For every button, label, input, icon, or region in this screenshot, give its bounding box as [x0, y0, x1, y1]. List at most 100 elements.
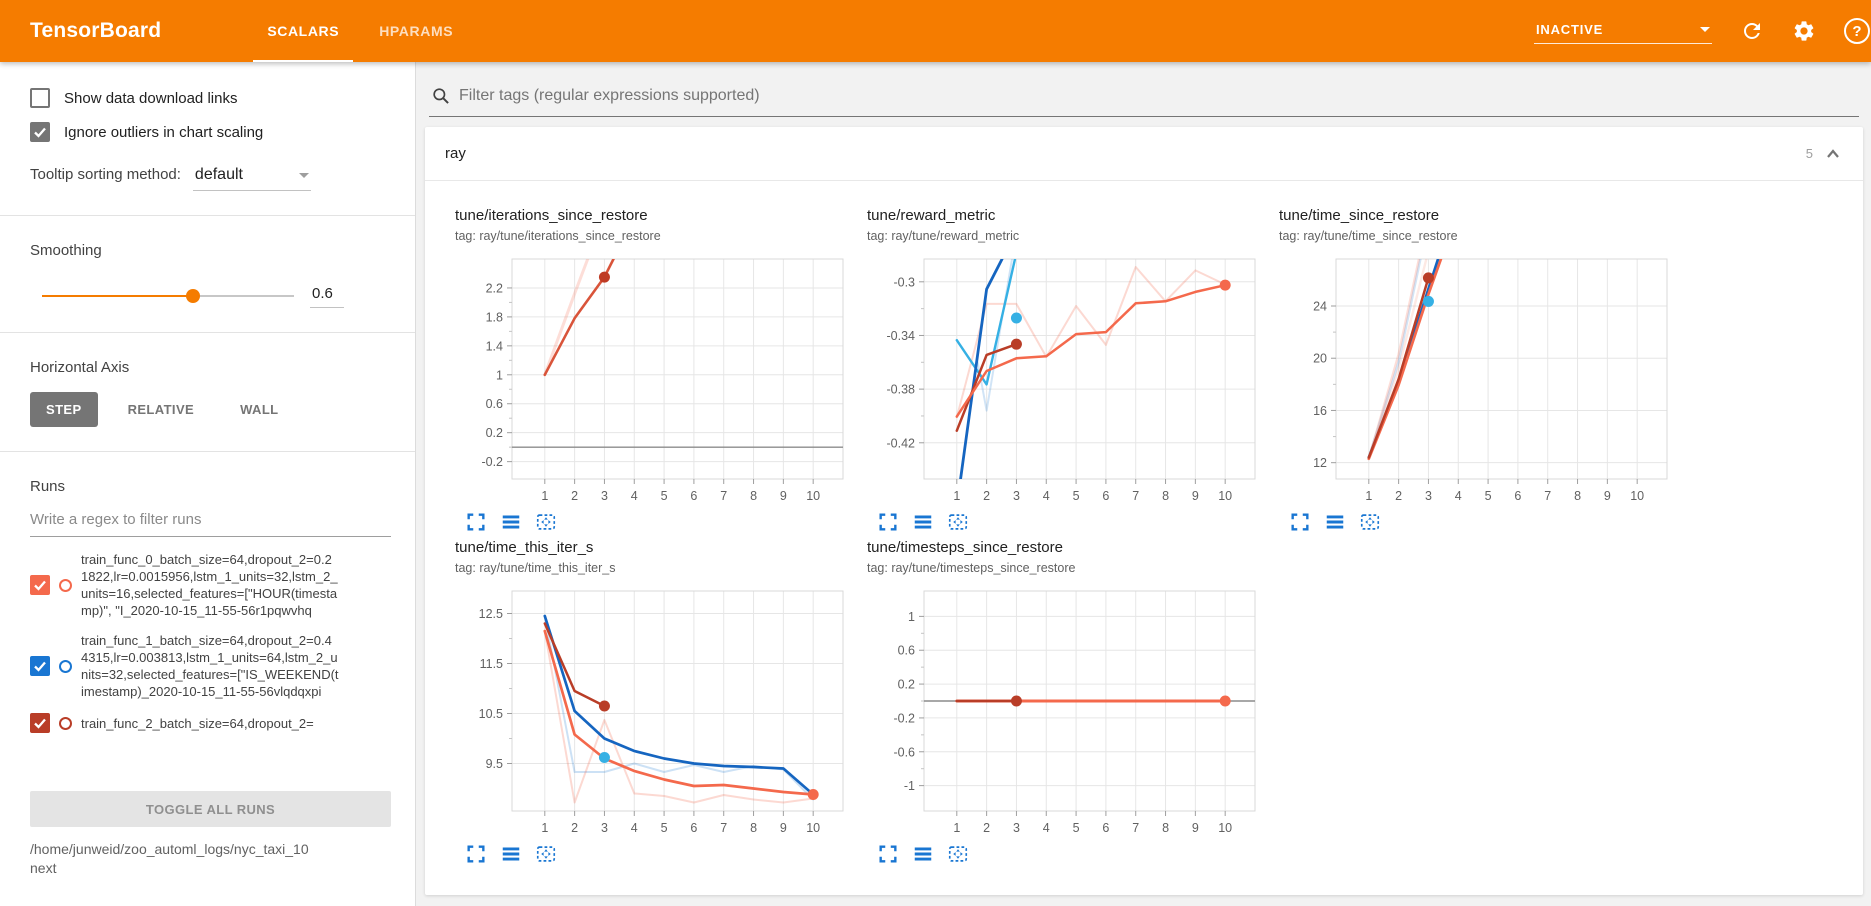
toggle-all-runs-button[interactable]: TOGGLE ALL RUNS	[30, 791, 391, 827]
data-table-icon[interactable]	[912, 511, 934, 533]
svg-text:1.4: 1.4	[486, 339, 503, 353]
tooltip-sorting-dropdown[interactable]: default	[192, 164, 311, 191]
svg-text:-0.3: -0.3	[893, 275, 915, 289]
run-color-swatch[interactable]	[59, 578, 72, 592]
svg-text:9.5: 9.5	[486, 757, 503, 771]
run-row: train_func_0_batch_size=64,dropout_2=0.2…	[30, 551, 391, 619]
runs-list: train_func_0_batch_size=64,dropout_2=0.2…	[30, 551, 391, 789]
svg-text:7: 7	[720, 821, 727, 835]
svg-text:9: 9	[1192, 489, 1199, 503]
run-name[interactable]: train_func_2_batch_size=64,dropout_2=	[81, 715, 314, 731]
fullscreen-icon[interactable]	[465, 511, 487, 533]
axis-button-wall[interactable]: WALL	[240, 402, 279, 417]
svg-text:-0.38: -0.38	[887, 383, 916, 397]
chart-tag: tag: ray/tune/timesteps_since_restore	[867, 561, 1076, 575]
svg-text:6: 6	[1102, 489, 1109, 503]
svg-text:9: 9	[780, 821, 787, 835]
chart-tag: tag: ray/tune/reward_metric	[867, 229, 1020, 243]
chart-title: tune/timesteps_since_restore	[867, 539, 1063, 556]
run-name[interactable]: train_func_1_batch_size=64,dropout_2=0.4…	[81, 633, 339, 699]
runs-filter	[30, 511, 391, 537]
smoothing-slider-knob[interactable]	[186, 288, 201, 303]
fullscreen-icon[interactable]	[465, 843, 487, 865]
fit-domain-icon[interactable]	[947, 843, 969, 865]
show-data-download-links-checkbox[interactable]	[30, 88, 50, 108]
svg-text:0.2: 0.2	[898, 678, 915, 692]
log-directory-path: /home/junweid/zoo_automl_logs/nyc_taxi_1…	[30, 841, 309, 876]
chart-plot[interactable]: 12.5 11.5 10.5 9.5 1 2 3 4 5 6 7 8 9 10	[455, 583, 855, 841]
svg-text:2: 2	[1395, 489, 1402, 503]
chart-plot[interactable]: 2.2 1.8 1.4 1 0.6 0.2 -0.2 1 2 3 4 5 6 7 8 9 10	[455, 251, 855, 509]
fullscreen-icon[interactable]	[877, 843, 899, 865]
svg-text:0.6: 0.6	[898, 644, 915, 658]
svg-text:1: 1	[953, 489, 960, 503]
settings-gear-icon[interactable]	[1792, 19, 1816, 43]
svg-text:5: 5	[661, 489, 668, 503]
general-settings-section: Show data download links Ignore outliers…	[0, 62, 415, 216]
check-icon	[34, 718, 46, 729]
fit-domain-icon[interactable]	[535, 511, 557, 533]
smoothing-value-field[interactable]: 0.6	[310, 283, 344, 308]
run-checkbox[interactable]	[30, 713, 50, 733]
svg-text:1: 1	[1365, 489, 1372, 503]
run-checkbox[interactable]	[30, 656, 50, 676]
svg-text:20: 20	[1313, 352, 1327, 366]
check-icon	[34, 661, 46, 672]
fit-domain-icon[interactable]	[535, 843, 557, 865]
svg-text:4: 4	[631, 821, 638, 835]
svg-text:-0.6: -0.6	[893, 745, 915, 759]
fullscreen-icon[interactable]	[1289, 511, 1311, 533]
fit-domain-icon[interactable]	[947, 511, 969, 533]
axis-button-step[interactable]: STEP	[30, 392, 98, 427]
tag-filter-input[interactable]	[459, 87, 1857, 105]
smoothing-slider[interactable]	[42, 288, 294, 303]
svg-text:16: 16	[1313, 404, 1327, 418]
refresh-icon[interactable]	[1740, 19, 1764, 43]
ignore-outliers-row[interactable]: Ignore outliers in chart scaling	[30, 122, 391, 142]
ray-section-card: ray 5 tune/iterations_since_restore tag: …	[425, 127, 1863, 895]
ray-section-header[interactable]: ray 5	[425, 127, 1863, 181]
runs-filter-input[interactable]	[30, 511, 391, 528]
main-content: ray 5 tune/iterations_since_restore tag: …	[416, 62, 1871, 906]
svg-text:9: 9	[1604, 489, 1611, 503]
ignore-outliers-checkbox[interactable]	[30, 122, 50, 142]
run-color-swatch[interactable]	[59, 659, 72, 673]
header-actions: INACTIVE ?	[1534, 18, 1871, 44]
svg-text:9: 9	[1192, 821, 1199, 835]
svg-text:6: 6	[1102, 821, 1109, 835]
tab-scalars[interactable]: SCALARS	[247, 0, 359, 62]
chart-title: tune/reward_metric	[867, 207, 996, 224]
run-checkbox[interactable]	[30, 575, 50, 595]
checkbox-label: Show data download links	[64, 89, 238, 107]
chart-card: tune/timesteps_since_restore tag: ray/tun…	[867, 539, 1277, 865]
app-title: TensorBoard	[30, 19, 162, 42]
show-data-download-links-row[interactable]: Show data download links	[30, 88, 391, 108]
help-icon[interactable]: ?	[1844, 18, 1870, 44]
svg-text:-0.34: -0.34	[887, 329, 916, 343]
chart-card: tune/time_this_iter_s tag: ray/tune/time_…	[455, 539, 865, 865]
horizontal-axis-section: Horizontal Axis STEP RELATIVE WALL	[0, 333, 415, 452]
chevron-up-icon[interactable]	[1823, 144, 1843, 164]
run-row: train_func_2_batch_size=64,dropout_2=	[30, 713, 391, 733]
fullscreen-icon[interactable]	[877, 511, 899, 533]
svg-text:5: 5	[1073, 821, 1080, 835]
chart-tag: tag: ray/tune/time_since_restore	[1279, 229, 1458, 243]
axis-button-relative[interactable]: RELATIVE	[127, 402, 195, 417]
data-table-icon[interactable]	[500, 843, 522, 865]
tooltip-sorting-label: Tooltip sorting method:	[30, 166, 181, 183]
runs-label: Runs	[30, 478, 66, 495]
tab-hparams[interactable]: HPARAMS	[379, 23, 454, 39]
status-dropdown[interactable]: INACTIVE	[1534, 18, 1712, 44]
svg-text:4: 4	[631, 489, 638, 503]
svg-text:8: 8	[750, 821, 757, 835]
chart-plot[interactable]: -0.3 -0.34 -0.38 -0.42 1 2 3 4 5 6 7 8 9 10	[867, 251, 1267, 509]
chart-actions	[455, 843, 865, 865]
chart-plot[interactable]: 1 0.6 0.2 -0.2 -0.6 -1 1 2 3 4 5 6 7 8 9 10	[867, 583, 1267, 841]
run-name[interactable]: train_func_0_batch_size=64,dropout_2=0.2…	[81, 552, 338, 618]
fit-domain-icon[interactable]	[1359, 511, 1381, 533]
data-table-icon[interactable]	[500, 511, 522, 533]
data-table-icon[interactable]	[1324, 511, 1346, 533]
data-table-icon[interactable]	[912, 843, 934, 865]
run-color-swatch[interactable]	[59, 716, 72, 730]
